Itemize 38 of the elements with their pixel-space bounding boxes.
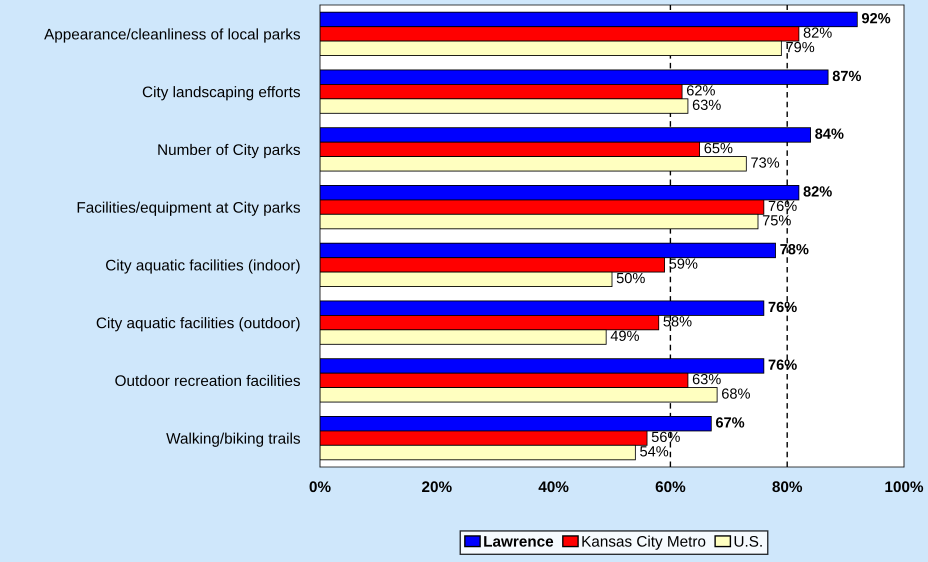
- data-label: 67%: [716, 417, 744, 428]
- data-label: 63%: [692, 374, 721, 384]
- y-tick-label: City aquatic facilities (indoor): [106, 259, 300, 274]
- y-tick-label: City landscaping efforts: [142, 86, 300, 100]
- y-tick-label: Walking/biking trails: [166, 432, 300, 447]
- data-label: 63%: [692, 100, 721, 110]
- data-label: 68%: [722, 388, 750, 399]
- x-tick-label: 0%: [310, 481, 331, 492]
- data-label: 56%: [652, 432, 680, 442]
- x-tick-label: 40%: [538, 481, 568, 492]
- data-label: 76%: [768, 302, 797, 312]
- data-label: 82%: [804, 186, 832, 197]
- y-tick-label: Facilities/equipment at City parks: [78, 202, 300, 216]
- data-label: 58%: [663, 316, 692, 327]
- data-label: 84%: [815, 128, 844, 139]
- data-label: 49%: [610, 330, 639, 341]
- x-tick-label: 60%: [656, 481, 686, 492]
- y-tick-label: City aquatic facilities (outdoor): [96, 317, 300, 332]
- legend-label: Kansas City Metro: [582, 536, 706, 550]
- x-tick-label: 80%: [772, 481, 802, 492]
- x-tick-label: 20%: [422, 481, 452, 492]
- data-label: 50%: [616, 272, 645, 284]
- data-label: 73%: [751, 157, 780, 168]
- data-label: 79%: [786, 42, 814, 52]
- data-label: 54%: [640, 446, 668, 456]
- data-label: 92%: [862, 13, 890, 24]
- data-label: 62%: [686, 85, 715, 96]
- legend-label: U.S.: [734, 536, 762, 547]
- legend-label: Lawrence: [484, 536, 554, 547]
- data-label: 65%: [704, 142, 732, 154]
- y-tick-label: Number of City parks: [158, 144, 300, 158]
- y-tick-label: Appearance/cleanliness of local parks: [44, 28, 300, 43]
- x-tick-label: 100%: [885, 481, 924, 492]
- data-label: 87%: [832, 70, 862, 82]
- data-label: 76%: [768, 360, 797, 370]
- data-label: 76%: [768, 200, 797, 212]
- y-tick-label: Outdoor recreation facilities: [115, 374, 300, 386]
- data-label: 82%: [804, 27, 832, 38]
